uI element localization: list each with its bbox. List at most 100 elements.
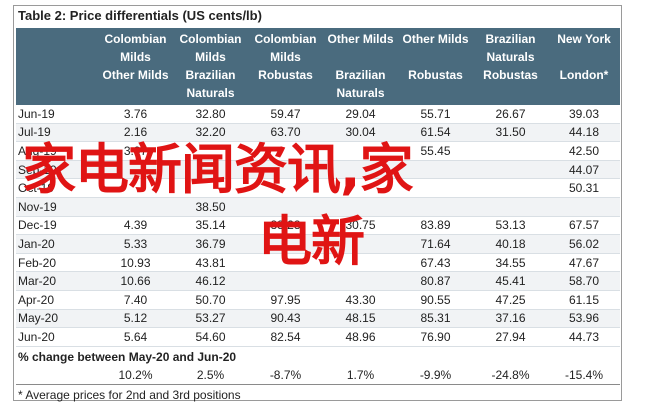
table-cell: 53.27 bbox=[173, 309, 248, 329]
table-cell bbox=[173, 141, 248, 161]
table-cell: 80.87 bbox=[398, 271, 473, 291]
table-cell: 7.40 bbox=[98, 290, 173, 310]
table-row: Mar-20 10.66 46.12 80.87 45.41 58.70 bbox=[16, 271, 620, 291]
table-cell: 42.50 bbox=[548, 141, 620, 161]
table-cell: 71.64 bbox=[398, 234, 473, 254]
table-cell: 32.80 bbox=[173, 105, 248, 124]
row-label: Oct-19 bbox=[16, 178, 98, 198]
table-cell: 2.16 bbox=[98, 123, 173, 143]
table-row: Aug-19 3.97 55.45 42.50 bbox=[16, 141, 620, 161]
table-cell: 55.45 bbox=[398, 141, 473, 161]
table-cell: 63.70 bbox=[248, 123, 323, 143]
table-cell bbox=[473, 197, 548, 217]
price-differentials-table: Colombian Milds Other Milds Colombian Mi… bbox=[16, 28, 620, 405]
table-row: Feb-20 10.93 43.81 67.43 34.55 47.67 bbox=[16, 253, 620, 273]
table-row: Dec-19 4.39 35.14 88.28 30.75 83.89 53.13 67.57 bbox=[16, 216, 620, 236]
row-label: Jul-19 bbox=[16, 123, 98, 143]
table-cell: 61.15 bbox=[548, 290, 620, 310]
table-cell: 76.90 bbox=[398, 327, 473, 347]
table-cell: 44.07 bbox=[548, 160, 620, 180]
header-col-4: Other Milds Brazilian Naturals bbox=[323, 28, 398, 105]
table-cell: 50.31 bbox=[548, 178, 620, 198]
header-text bbox=[323, 48, 398, 66]
header-blank-cell bbox=[16, 28, 98, 105]
table-cell: 48.96 bbox=[323, 327, 398, 347]
pct-change-cell: 1.7% bbox=[323, 366, 398, 385]
table-row: Oct-19 50.31 bbox=[16, 178, 620, 198]
table-cell: 29.04 bbox=[323, 105, 398, 124]
row-label: Nov-19 bbox=[16, 197, 98, 217]
header-text: Naturals bbox=[486, 50, 535, 64]
table-row: Jul-19 2.16 32.20 63.70 30.04 61.54 31.50 44.18 bbox=[16, 123, 620, 143]
table-row: Jan-20 5.33 36.79 71.64 40.18 56.02 bbox=[16, 234, 620, 254]
header-text: Brazilian bbox=[335, 68, 386, 82]
table-cell: 54.60 bbox=[173, 327, 248, 347]
table-cell: 32.20 bbox=[173, 123, 248, 143]
table-cell bbox=[398, 178, 473, 198]
table-cell: 90.55 bbox=[398, 290, 473, 310]
table-cell: 30.75 bbox=[323, 216, 398, 236]
table-cell: 3.76 bbox=[98, 105, 173, 124]
table-cell bbox=[248, 234, 323, 254]
table-cell: 26.67 bbox=[473, 105, 548, 124]
header-text: Brazilian bbox=[485, 32, 536, 46]
table-cell: 44.18 bbox=[548, 123, 620, 143]
pct-change-heading-row: % change between May-20 and Jun-20 bbox=[16, 346, 620, 367]
header-text bbox=[548, 48, 620, 66]
footnote: * Average prices for 2nd and 3rd positio… bbox=[18, 387, 241, 402]
header-text: Other Milds bbox=[102, 68, 169, 82]
table-cell: 4.39 bbox=[98, 216, 173, 236]
footnote-row: * Average prices for 2nd and 3rd positio… bbox=[16, 384, 620, 405]
header-text: Milds bbox=[270, 50, 301, 64]
header-text bbox=[398, 48, 473, 66]
table-cell bbox=[248, 178, 323, 198]
table-cell: 97.95 bbox=[248, 290, 323, 310]
table-cell: 5.12 bbox=[98, 309, 173, 329]
table-cell: 43.30 bbox=[323, 290, 398, 310]
table-cell: 38.50 bbox=[173, 197, 248, 217]
table-cell bbox=[323, 178, 398, 198]
table-cell bbox=[398, 197, 473, 217]
table-cell bbox=[173, 160, 248, 180]
pct-change-cell: -24.8% bbox=[473, 366, 548, 385]
header-text: Colombian bbox=[254, 32, 317, 46]
table-cell bbox=[248, 253, 323, 273]
table-cell: 40.18 bbox=[473, 234, 548, 254]
header-col-3: Colombian Milds Robustas bbox=[248, 28, 323, 105]
table-cell: 56.02 bbox=[548, 234, 620, 254]
table-cell: 37.16 bbox=[473, 309, 548, 329]
table-cell: 83.89 bbox=[398, 216, 473, 236]
pct-change-cell: 10.2% bbox=[98, 366, 173, 385]
table-cell: 88.28 bbox=[248, 216, 323, 236]
header-text: Other Milds bbox=[402, 32, 469, 46]
header-text: Naturals bbox=[186, 86, 235, 100]
header-text: Milds bbox=[120, 50, 151, 64]
row-label: Jan-20 bbox=[16, 234, 98, 254]
table-cell: 85.31 bbox=[398, 309, 473, 329]
pct-change-heading: % change between May-20 and Jun-20 bbox=[18, 349, 237, 364]
header-col-7: New York London* bbox=[548, 28, 620, 105]
table-cell: 36.79 bbox=[173, 234, 248, 254]
table-cell bbox=[248, 141, 323, 161]
table-cell: 39.03 bbox=[548, 105, 620, 124]
table-cell: 48.15 bbox=[323, 309, 398, 329]
table-cell: 10.66 bbox=[98, 271, 173, 291]
pct-change-cell: -8.7% bbox=[248, 366, 323, 385]
table-cell: 58.70 bbox=[548, 271, 620, 291]
table-cell bbox=[323, 253, 398, 273]
table-row: Jun-19 3.76 32.80 59.47 29.04 55.71 26.67 39.03 bbox=[16, 105, 620, 124]
table-cell bbox=[323, 234, 398, 254]
table-cell: 67.43 bbox=[398, 253, 473, 273]
table-cell: 31.50 bbox=[473, 123, 548, 143]
header-text: Robustas bbox=[408, 68, 463, 82]
table-row: Apr-20 7.40 50.70 97.95 43.30 90.55 47.25 61.15 bbox=[16, 290, 620, 310]
pct-change-cell: 2.5% bbox=[173, 366, 248, 385]
table-cell: 53.13 bbox=[473, 216, 548, 236]
table-cell: 35.14 bbox=[173, 216, 248, 236]
table-cell: 44.73 bbox=[548, 327, 620, 347]
table-cell: 43.81 bbox=[173, 253, 248, 273]
table-cell: 47.67 bbox=[548, 253, 620, 273]
table-cell bbox=[248, 271, 323, 291]
pct-change-blank-cell bbox=[16, 366, 98, 385]
table-cell: 46.12 bbox=[173, 271, 248, 291]
